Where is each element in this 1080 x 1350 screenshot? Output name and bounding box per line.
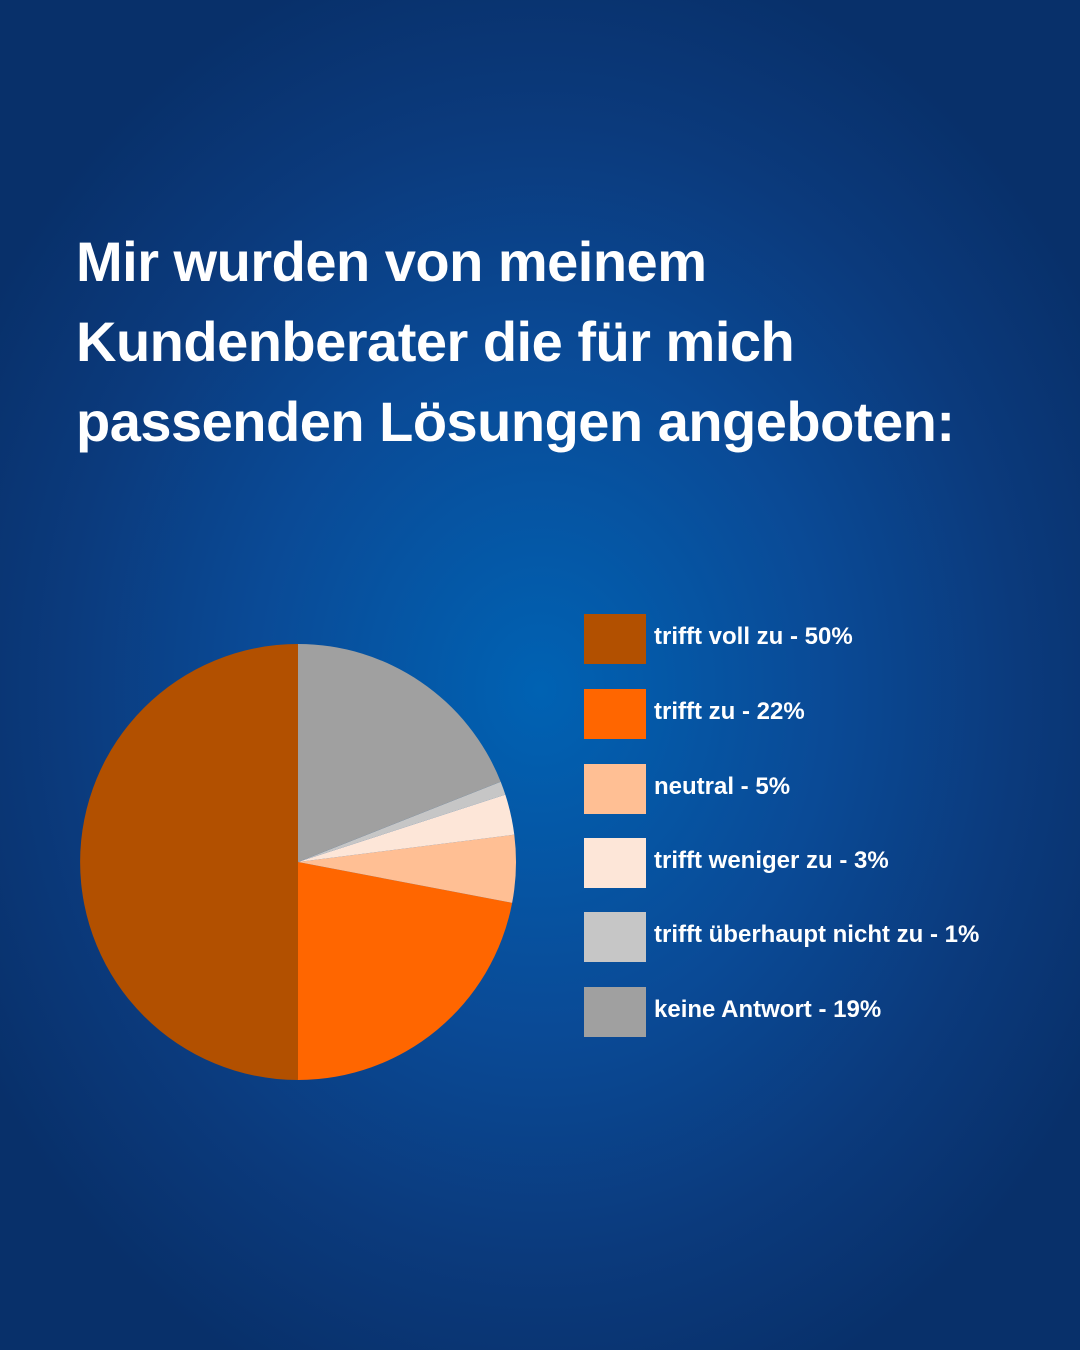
title-line-1: Mir wurden von meinem bbox=[76, 230, 707, 293]
legend-label: trifft weniger zu - 3% bbox=[654, 847, 889, 874]
pie-slice-trifft-zu bbox=[298, 862, 513, 1080]
pie-slice-trifft-ueberhaupt-nicht-zu bbox=[298, 781, 506, 862]
pie-slice-trifft-voll-zu bbox=[80, 644, 298, 1080]
legend-label: keine Antwort - 19% bbox=[654, 996, 882, 1023]
pie-slice-keine-antwort bbox=[298, 644, 501, 862]
legend-item-trifft-ueberhaupt-nicht-zu: trifft überhaupt nicht zu - 1% bbox=[584, 912, 1054, 962]
legend-label: trifft voll zu - 50% bbox=[654, 623, 853, 650]
pie-chart bbox=[80, 644, 516, 1080]
legend-label: trifft zu - 22% bbox=[654, 698, 805, 725]
legend-item-keine-antwort: keine Antwort - 19% bbox=[584, 987, 1054, 1037]
title-line-3: passenden Lösungen angeboten: bbox=[76, 390, 955, 453]
legend-item-trifft-weniger-zu: trifft weniger zu - 3% bbox=[584, 838, 1054, 888]
legend-swatch bbox=[584, 912, 646, 962]
legend-swatch bbox=[584, 614, 646, 664]
legend-label: neutral - 5% bbox=[654, 773, 791, 800]
legend-item-trifft-voll-zu: trifft voll zu - 50% bbox=[584, 614, 1054, 664]
legend-label: trifft überhaupt nicht zu - 1% bbox=[654, 921, 980, 948]
pie-slice-neutral bbox=[298, 834, 516, 903]
legend-item-neutral: neutral - 5% bbox=[584, 764, 1054, 814]
legend-swatch bbox=[584, 689, 646, 739]
legend-swatch bbox=[584, 838, 646, 888]
legend-item-trifft-zu: trifft zu - 22% bbox=[584, 689, 1054, 739]
title-line-2: Kundenberater die für mich bbox=[76, 310, 795, 373]
legend-swatch bbox=[584, 764, 646, 814]
legend-swatch bbox=[584, 987, 646, 1037]
pie-slice-trifft-weniger-zu bbox=[298, 794, 515, 862]
chart-title: Mir wurden von meinem Kundenberater die … bbox=[76, 222, 1036, 462]
